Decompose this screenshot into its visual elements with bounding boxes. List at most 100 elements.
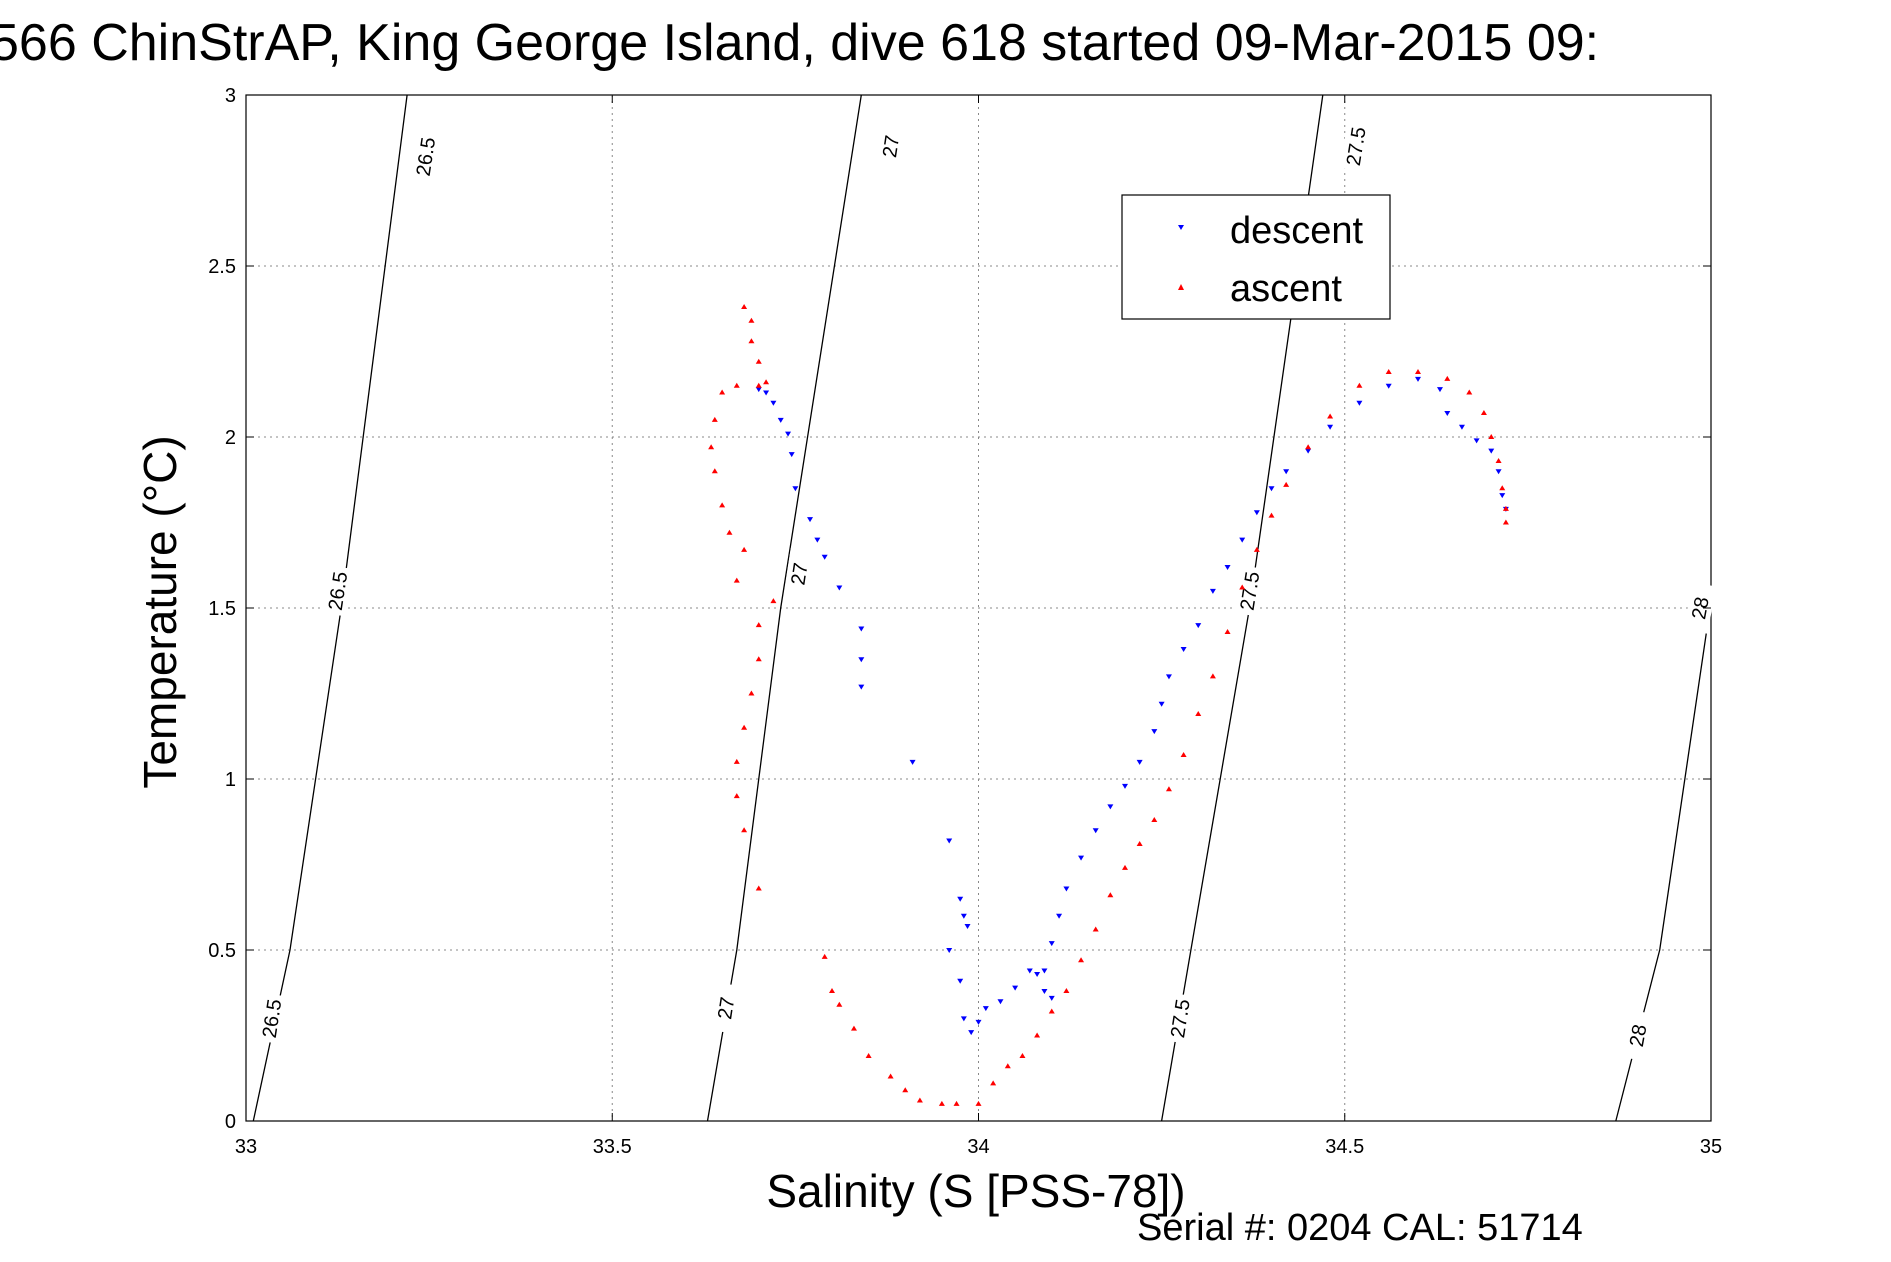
descent-marker (1165, 674, 1172, 680)
data-series (708, 304, 1509, 1106)
descent-marker (997, 999, 1004, 1005)
ascent-marker (1151, 817, 1158, 823)
ascent-marker (1253, 546, 1260, 552)
isopycnal-label-bg (710, 982, 742, 1034)
y-tick-label: 2 (225, 427, 236, 449)
ascent-marker (741, 827, 748, 833)
y-axis-label: Temperature (°C) (134, 435, 186, 788)
ascent-marker (1415, 369, 1421, 375)
isopycnal-label: 27 (787, 561, 812, 586)
descent-marker (909, 759, 916, 765)
ascent-marker (938, 1100, 945, 1106)
ascent-marker (755, 656, 762, 662)
descent-marker (807, 517, 814, 523)
descent-marker (960, 1016, 967, 1022)
ascent-marker (1305, 444, 1312, 450)
ascent-marker (1466, 389, 1473, 395)
ascent-marker (748, 690, 755, 696)
descent-marker (946, 838, 953, 844)
descent-marker (1078, 855, 1085, 861)
isopycnal-label: 28 (1626, 1023, 1652, 1049)
x-tick-label: 34.5 (1325, 1136, 1364, 1158)
ascent-marker (733, 382, 740, 388)
descent-marker (763, 390, 770, 396)
ascent-marker (1019, 1053, 1026, 1059)
x-tick-label: 33 (235, 1136, 257, 1158)
descent-marker (1056, 913, 1063, 919)
ascent-marker (733, 577, 740, 583)
descent-marker (858, 626, 865, 632)
isopycnal-label-bg (1233, 565, 1266, 617)
descent-marker (788, 452, 795, 458)
isopycnal-label-bg (256, 992, 288, 1044)
ascent-marker (1092, 926, 1099, 932)
ascent-marker (755, 382, 762, 388)
descent-marker (1107, 804, 1114, 810)
y-tick-label: 3 (225, 85, 236, 107)
isopycnal-label-bg (1621, 1009, 1654, 1062)
ascent-marker (733, 758, 740, 764)
descent-marker (1495, 469, 1502, 475)
ascent-marker (748, 317, 755, 323)
ascent-marker (1480, 410, 1487, 416)
ascent-marker (953, 1100, 960, 1106)
y-tick-label: 2.5 (208, 256, 236, 278)
descent-marker (1283, 469, 1290, 475)
isopycnal-label: 27 (714, 996, 739, 1021)
ascent-marker (755, 622, 762, 628)
descent-marker (1041, 989, 1048, 995)
ascent-marker (755, 358, 762, 364)
x-tick-label: 35 (1700, 1136, 1722, 1158)
descent-marker (785, 431, 792, 437)
ascent-marker (741, 546, 748, 552)
descent-marker (964, 924, 971, 930)
ascent-marker (1063, 988, 1070, 994)
y-tick-label: 1 (225, 769, 236, 791)
descent-marker (1356, 400, 1363, 406)
chart-title: 566 ChinStrAP, King George Island, dive … (0, 14, 1599, 72)
descent-marker (1122, 783, 1128, 789)
ascent-marker (1004, 1063, 1011, 1069)
descent-marker (946, 948, 953, 953)
descent-marker (1224, 564, 1231, 570)
isopycnal-label-bg (410, 131, 441, 183)
descent-marker (1473, 438, 1480, 444)
descent-marker (1444, 411, 1451, 417)
ascent-marker (1136, 840, 1143, 846)
ascent-marker (1356, 382, 1363, 388)
descent-marker (1063, 886, 1070, 892)
descent-marker (1239, 537, 1246, 543)
ascent-marker (1502, 505, 1509, 511)
ascent-marker (748, 338, 755, 344)
descent-marker (1268, 486, 1275, 492)
isopycnal-line (1615, 601, 1712, 1122)
ascent-marker (1283, 481, 1290, 487)
descent-marker (975, 1019, 982, 1025)
descent-marker (792, 486, 799, 492)
isopycnal-label-bg (875, 120, 907, 172)
descent-marker (836, 585, 843, 591)
x-axis-label: Salinity (S [PSS-78]) (766, 1165, 1185, 1217)
descent-marker (1092, 828, 1099, 834)
ascent-marker (865, 1053, 872, 1059)
ascent-marker (741, 724, 748, 730)
ascent-marker (887, 1073, 894, 1079)
ascent-marker (726, 529, 733, 535)
x-tick-label: 33.5 (593, 1136, 632, 1158)
ascent-marker (1239, 584, 1246, 590)
ascent-marker (1502, 519, 1509, 525)
descent-marker (777, 417, 784, 423)
descent-marker (858, 657, 865, 663)
descent-marker (1180, 647, 1187, 653)
descent-marker (1385, 383, 1392, 389)
descent-marker (770, 400, 777, 406)
descent-marker (1136, 759, 1143, 765)
ascent-marker (1444, 375, 1451, 381)
descent-marker (1458, 424, 1465, 430)
ascent-marker (829, 988, 835, 994)
descent-marker (1048, 941, 1055, 947)
descent-marker (1488, 448, 1495, 454)
